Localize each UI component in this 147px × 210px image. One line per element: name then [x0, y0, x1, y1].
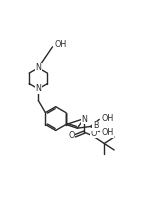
Text: O: O — [90, 129, 97, 138]
Text: O: O — [68, 131, 75, 140]
Text: OH: OH — [101, 129, 113, 137]
Text: OH: OH — [101, 114, 113, 123]
Text: N: N — [35, 63, 41, 72]
Text: N: N — [35, 84, 41, 93]
Text: OH: OH — [55, 40, 67, 49]
Text: N: N — [81, 115, 87, 124]
Text: B: B — [93, 121, 98, 130]
